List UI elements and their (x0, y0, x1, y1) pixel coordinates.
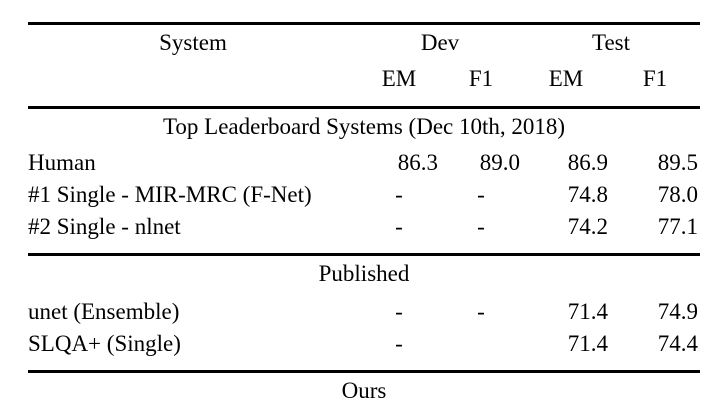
section1-bottom-spacer (28, 247, 700, 255)
table-header-rule (28, 106, 700, 110)
cell-dev-em: - (395, 331, 403, 356)
cell-test-f1: 74.4 (657, 331, 698, 356)
column-group-header-test: Test (592, 30, 630, 55)
section-heading-row-leaderboard: Top Leaderboard Systems (Dec 10th, 2018) (28, 115, 700, 151)
column-header-test-em: EM (548, 66, 584, 91)
results-table-container: System Dev Test EM F1 EM F1 Top Leaderbo… (28, 22, 700, 415)
section-heading-ours: Ours (341, 378, 387, 403)
table-top-rule (28, 22, 700, 26)
row-label-nlnet: #2 Single - nlnet (28, 214, 181, 239)
row-label-unet: unet (Ensemble) (28, 299, 180, 324)
section-heading-row-published: Published (28, 262, 700, 300)
cell-dev-em: - (395, 214, 403, 239)
table-row: SLQA+ (Single) - 71.4 74.4 (28, 332, 700, 364)
column-header-dev-f1: F1 (468, 66, 494, 91)
table-header-sub-row: EM F1 EM F1 (28, 67, 700, 103)
section-heading-leaderboard: Top Leaderboard Systems (Dec 10th, 2018) (162, 114, 566, 139)
row-label-slqa: SLQA+ (Single) (28, 331, 181, 356)
cell-test-em: 74.2 (567, 214, 608, 239)
cell-dev-f1: 89.0 (479, 150, 520, 175)
section2-bottom-spacer (28, 364, 700, 372)
column-header-dev-em: EM (381, 66, 417, 91)
cell-dev-f1: - (477, 299, 485, 324)
cell-dev-em: - (395, 299, 403, 324)
cell-dev-f1: - (477, 214, 485, 239)
cell-test-f1: 78.0 (657, 182, 698, 207)
cell-dev-f1: - (477, 182, 485, 207)
table-row: unet (Ensemble) - - 71.4 74.9 (28, 300, 700, 332)
table-row: #2 Single - nlnet - - 74.2 77.1 (28, 215, 700, 247)
column-header-test-f1: F1 (642, 66, 668, 91)
row-label-human: Human (28, 150, 96, 175)
cell-dev-f1 (440, 332, 522, 364)
cell-test-f1: 89.5 (657, 150, 698, 175)
cell-test-em: 86.9 (567, 150, 608, 175)
column-group-header-dev: Dev (420, 30, 460, 55)
table-row: Human 86.3 89.0 86.9 89.5 (28, 151, 700, 183)
section-heading-row-ours: Ours (28, 379, 700, 415)
cell-test-em: 74.8 (567, 182, 608, 207)
cell-test-f1: 77.1 (657, 214, 698, 239)
section-heading-published: Published (318, 261, 410, 286)
cell-test-em: 71.4 (567, 299, 608, 324)
table-section-rule-published (28, 253, 700, 257)
cell-dev-em: - (395, 182, 403, 207)
cell-test-f1: 74.9 (657, 299, 698, 324)
table-row: #1 Single - MIR-MRC (F-Net) - - 74.8 78.… (28, 183, 700, 215)
results-table: System Dev Test EM F1 EM F1 Top Leaderbo… (28, 22, 700, 415)
table-section-rule-ours (28, 370, 700, 374)
table-header-group-row: System Dev Test (28, 31, 700, 67)
column-header-system: System (159, 30, 227, 55)
cell-dev-em: 86.3 (397, 150, 438, 175)
cell-test-em: 71.4 (567, 331, 608, 356)
row-label-mir-mrc: #1 Single - MIR-MRC (F-Net) (28, 182, 312, 207)
